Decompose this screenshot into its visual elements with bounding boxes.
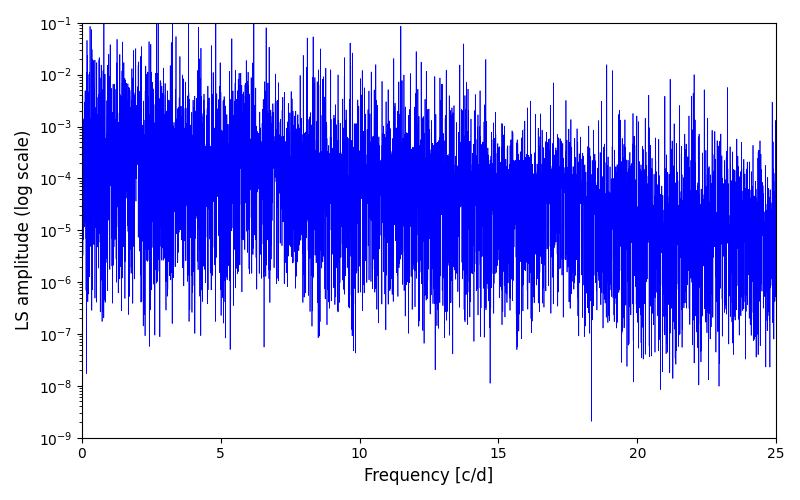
X-axis label: Frequency [c/d]: Frequency [c/d] (364, 467, 494, 485)
Y-axis label: LS amplitude (log scale): LS amplitude (log scale) (15, 130, 33, 330)
